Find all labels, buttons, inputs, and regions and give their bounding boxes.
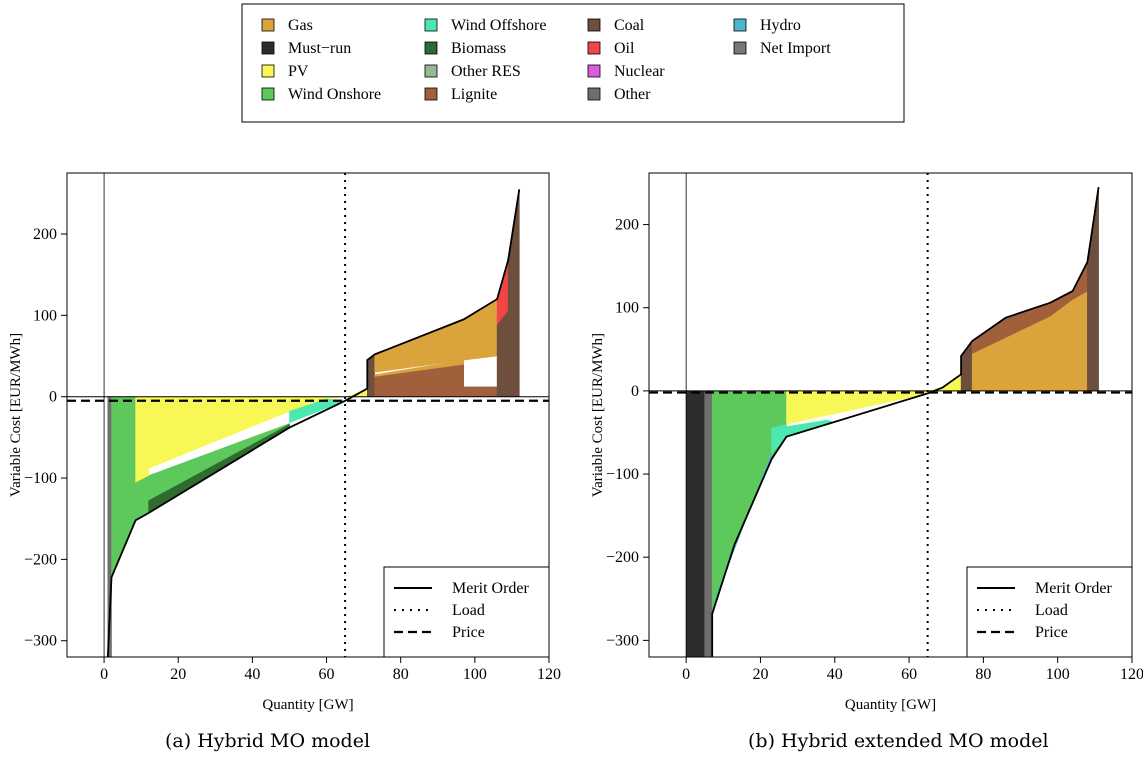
legend-swatch <box>261 64 275 78</box>
legend-swatch <box>424 64 438 78</box>
line-legend: Merit Order Load Price <box>966 566 1133 658</box>
caption-a: (a) Hybrid MO model <box>165 730 371 752</box>
y-tick-label: 0 <box>631 383 639 400</box>
line-legend-frame <box>966 566 1133 658</box>
y-tick-label: −100 <box>606 466 639 483</box>
legend-label: Biomass <box>451 40 506 57</box>
line-legend-frame <box>383 566 550 658</box>
area-must-run <box>685 390 706 657</box>
line-legend-label: Load <box>1035 602 1068 619</box>
legend-label: Wind Offshore <box>451 17 546 34</box>
chart-b: 0 20 40 60 80 100 120 −300 −200 −100 0 100 200 Quanti… <box>590 172 1143 713</box>
y-tick-label: −300 <box>606 632 639 649</box>
legend-swatch <box>733 41 747 55</box>
x-tick-label: 80 <box>975 666 991 683</box>
y-tick-label: 100 <box>33 307 57 324</box>
x-tick-label: 60 <box>901 666 917 683</box>
legend-label: Must−run <box>288 40 351 57</box>
y-tick-label: −300 <box>24 633 57 650</box>
x-tick-label: 100 <box>463 666 487 683</box>
area-coal <box>1087 187 1099 392</box>
x-tick-label: 0 <box>682 666 690 683</box>
caption-b: (b) Hybrid extended MO model <box>748 730 1049 752</box>
y-tick-label: 0 <box>49 389 57 406</box>
x-tick-label: 80 <box>393 666 409 683</box>
chart-a: 0 20 40 60 80 100 120 −300 −200 −100 0 100 200 Quanti… <box>8 172 561 713</box>
line-legend-label: Merit Order <box>452 580 530 597</box>
area-coal <box>366 353 376 398</box>
area-lignite <box>463 386 498 398</box>
y-tick-label: 200 <box>33 226 57 243</box>
legend-label: Other RES <box>451 63 521 80</box>
x-tick-label: 60 <box>319 666 335 683</box>
legend-swatch <box>587 41 601 55</box>
x-tick-label: 40 <box>827 666 843 683</box>
y-axis-label: Variable Cost [EUR/MWh] <box>590 333 606 497</box>
line-legend-label: Price <box>452 624 485 641</box>
y-tick-label: −200 <box>606 549 639 566</box>
x-axis-label: Quantity [GW] <box>845 697 936 713</box>
area-layer <box>67 173 549 657</box>
legend-label: Gas <box>288 17 313 34</box>
legend-label: Hydro <box>760 17 801 34</box>
legend-swatch <box>424 41 438 55</box>
merit-order-line <box>711 186 1100 657</box>
area-layer <box>649 173 1132 657</box>
x-tick-label: 100 <box>1046 666 1070 683</box>
top-legend: Gas Must−run PV Wind Onshore Wind Offshore Bi… <box>241 3 905 123</box>
area-other <box>704 390 713 657</box>
line-legend: Merit Order Load Price <box>383 566 550 658</box>
legend-label: Lignite <box>451 86 497 103</box>
legend-label: Wind Onshore <box>288 86 381 103</box>
plot-frame <box>66 172 550 658</box>
merit-order-line <box>106 189 521 657</box>
x-axis-label: Quantity [GW] <box>262 697 353 713</box>
legend-label: Coal <box>614 17 645 34</box>
plot-frame <box>648 172 1133 658</box>
y-tick-label: −100 <box>24 470 57 487</box>
legend-swatch <box>424 18 438 32</box>
y-tick-label: 100 <box>615 300 639 317</box>
area-pv <box>786 390 929 425</box>
x-tick-label: 40 <box>244 666 260 683</box>
legend-swatch <box>261 18 275 32</box>
top-legend-frame <box>241 3 905 123</box>
y-tick-label: 200 <box>615 217 639 234</box>
legend-label: Nuclear <box>614 63 665 80</box>
legend-swatch <box>261 41 275 55</box>
legend-swatch <box>733 18 747 32</box>
x-tick-label: 20 <box>752 666 768 683</box>
legend-label: PV <box>288 63 309 80</box>
legend-label: Net Import <box>760 40 831 57</box>
x-tick-label: 120 <box>1120 666 1143 683</box>
line-legend-label: Load <box>452 602 485 619</box>
line-legend-label: Price <box>1035 624 1068 641</box>
x-tick-label: 120 <box>537 666 561 683</box>
legend-swatch <box>424 87 438 101</box>
legend-label: Oil <box>614 40 635 57</box>
line-legend-label: Merit Order <box>1035 580 1113 597</box>
x-tick-label: 20 <box>170 666 186 683</box>
legend-swatch <box>587 64 601 78</box>
legend-swatch <box>261 87 275 101</box>
y-axis-label: Variable Cost [EUR/MWh] <box>8 333 24 497</box>
legend-label: Other <box>614 86 651 103</box>
x-tick-label: 0 <box>100 666 108 683</box>
y-tick-label: −200 <box>24 551 57 568</box>
legend-swatch <box>587 87 601 101</box>
legend-swatch <box>587 18 601 32</box>
